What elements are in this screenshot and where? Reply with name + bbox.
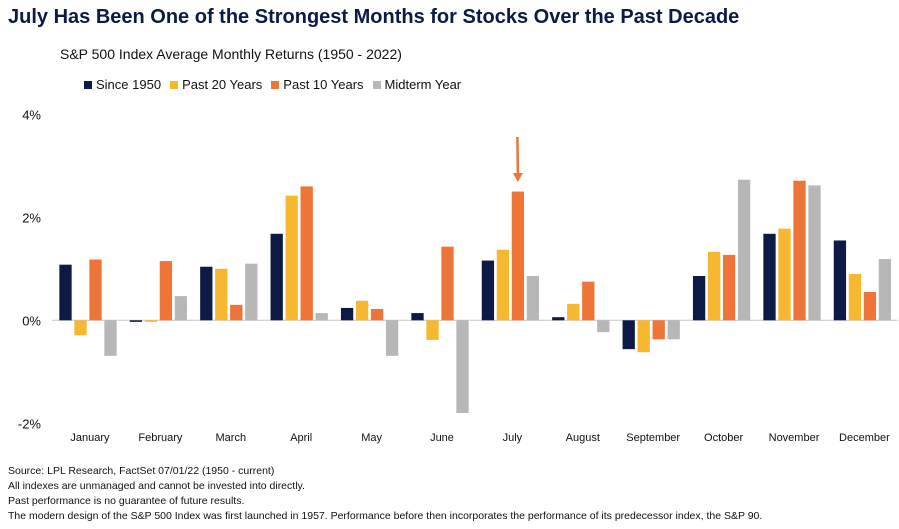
bar-since-1950 [340, 307, 354, 321]
legend-swatch [372, 80, 381, 89]
legend-item-past-20-years: Past 20 Years [170, 77, 262, 92]
bar-past-20-years [144, 320, 158, 322]
bar-midterm-year [174, 296, 188, 321]
bar-past-10-years [722, 254, 736, 321]
footnote-source: Source: LPL Research, FactSet 07/01/22 (… [8, 465, 275, 477]
annotation-arrow-head [512, 173, 523, 182]
legend-swatch [170, 80, 179, 89]
x-tick-label: November [769, 432, 820, 444]
legend-item-past-10-years: Past 10 Years [271, 77, 364, 92]
bar-midterm-year [456, 320, 469, 413]
bar-since-1950 [411, 313, 424, 321]
bar-past-10-years [230, 304, 243, 321]
bar-since-1950 [59, 264, 72, 321]
bar-past-10-years [300, 186, 313, 321]
legend-label: Midterm Year [384, 77, 462, 92]
bar-past-10-years [511, 191, 525, 321]
legend-swatch [271, 80, 280, 89]
legend-label: Past 20 Years [182, 77, 263, 92]
bar-midterm-year [315, 313, 328, 321]
bar-past-10-years [159, 261, 173, 321]
bar-midterm-year [385, 320, 399, 356]
bar-past-20-years [285, 195, 298, 321]
bar-past-10-years [793, 180, 806, 321]
bar-since-1950 [270, 233, 283, 321]
bar-midterm-year [878, 259, 892, 321]
legend-item-midterm-year: Midterm Year [372, 77, 462, 92]
bar-midterm-year [808, 185, 821, 321]
bar-past-20-years [778, 228, 791, 321]
bar-past-20-years [567, 303, 580, 321]
bar-past-20-years [707, 251, 721, 321]
bar-midterm-year [104, 320, 117, 356]
x-tick-label: March [216, 432, 247, 444]
legend: Since 1950 Past 20 Years Past 10 Years M… [84, 77, 461, 92]
bar-past-20-years [74, 320, 87, 336]
bar-past-20-years [355, 300, 369, 321]
legend-swatch [84, 80, 92, 89]
x-tick-label: October [704, 432, 743, 444]
bar-past-20-years [496, 249, 510, 321]
chart-headline: July Has Been One of the Strongest Month… [8, 6, 740, 28]
bar-midterm-year [667, 320, 680, 340]
bar-since-1950 [481, 260, 495, 321]
y-tick-label: 4% [22, 107, 41, 122]
x-tick-label: December [839, 432, 890, 444]
x-tick-label: May [361, 432, 382, 444]
bar-midterm-year [526, 276, 540, 321]
y-tick-label: -2% [18, 416, 42, 431]
bar-past-20-years [848, 273, 862, 321]
bar-since-1950 [763, 233, 776, 321]
bar-midterm-year [737, 179, 751, 321]
x-tick-label: September [626, 432, 680, 444]
footnotes: Source: LPL Research, FactSet 07/01/22 (… [8, 464, 762, 524]
legend-item-since-1950: Since 1950 [84, 77, 161, 92]
bar-since-1950 [692, 276, 706, 321]
x-tick-label: January [70, 432, 110, 444]
bar-past-10-years [370, 308, 384, 321]
x-tick-label: June [430, 432, 454, 444]
x-tick-label: August [566, 432, 600, 444]
bar-since-1950 [129, 320, 143, 322]
bar-since-1950 [200, 266, 213, 321]
legend-label: Since 1950 [96, 77, 162, 92]
bar-past-10-years [441, 246, 454, 321]
bar-past-10-years [863, 291, 877, 321]
y-tick-label: 2% [22, 210, 41, 225]
chart-title: S&P 500 Index Average Monthly Returns (1… [60, 46, 402, 62]
bar-past-20-years [426, 320, 439, 340]
x-tick-label: April [290, 432, 312, 444]
bar-past-10-years [652, 320, 665, 340]
legend-label: Past 10 Years [283, 77, 364, 92]
x-tick-label: July [503, 432, 523, 444]
footnote-disclaimer: All indexes are unmanaged and cannot be … [8, 480, 305, 492]
bar-past-10-years [89, 259, 102, 321]
footnote-disclaimer: Past performance is no guarantee of futu… [8, 495, 245, 507]
bar-past-20-years [215, 268, 228, 321]
y-tick-label: 0% [22, 313, 41, 328]
bar-since-1950 [622, 320, 635, 350]
x-tick-label: February [138, 432, 183, 444]
bar-midterm-year [597, 320, 610, 333]
bar-past-10-years [582, 281, 595, 321]
bar-past-20-years [637, 320, 650, 353]
footnote-disclaimer: The modern design of the S&P 500 Index w… [8, 510, 763, 522]
bar-since-1950 [833, 240, 847, 321]
annotation-arrow-shaft [516, 136, 520, 175]
bar-midterm-year [245, 263, 258, 321]
bar-since-1950 [552, 317, 565, 321]
